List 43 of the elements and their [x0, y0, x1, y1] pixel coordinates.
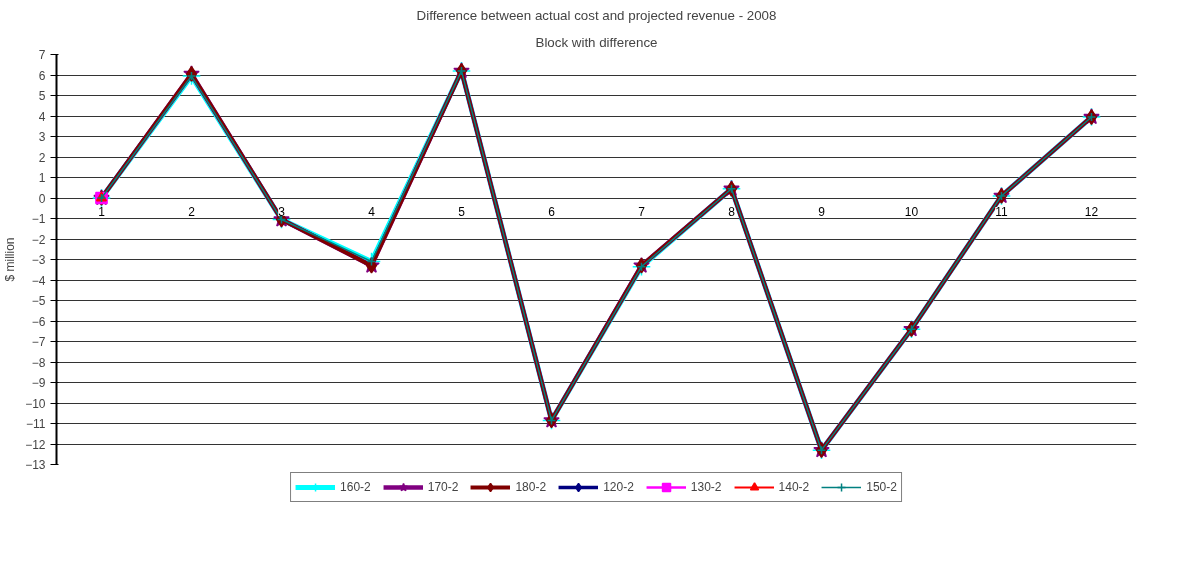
- y-tick-label: 1: [38, 171, 46, 185]
- x-tick-label: 2: [188, 205, 196, 219]
- x-tick-label: 1: [98, 205, 106, 219]
- y-tick-label: −1: [31, 212, 46, 226]
- y-tick-label: −10: [25, 396, 46, 411]
- legend-label: 120-2: [603, 480, 634, 494]
- legend-label: 130-2: [690, 480, 722, 494]
- y-tick-label: −2: [31, 232, 46, 247]
- y-tick-label: −5: [31, 294, 46, 308]
- y-tick-label: 2: [38, 150, 46, 165]
- y-tick-label: 7: [38, 48, 46, 62]
- x-tick-label: 12: [1084, 205, 1099, 219]
- y-tick-label: −7: [31, 335, 46, 349]
- x-tick-label: 4: [368, 205, 376, 219]
- x-tick-label: 8: [728, 205, 736, 219]
- legend-label: 170-2: [427, 480, 459, 494]
- y-tick-label: 3: [38, 130, 46, 144]
- chart-title: Difference between actual cost and projected revenue - 2008: [416, 7, 777, 23]
- y-tick-label: −3: [31, 253, 46, 267]
- legend-label: 150-2: [866, 480, 897, 494]
- y-tick-label: −11: [26, 417, 46, 431]
- y-tick-label: 0: [38, 191, 46, 206]
- legend-label: 160-2: [340, 480, 371, 494]
- y-tick-label: 6: [38, 68, 46, 83]
- legend-label: 180-2: [515, 480, 547, 494]
- x-tick-label: 11: [995, 205, 1009, 219]
- y-tick-label: 5: [38, 89, 46, 103]
- legend-label: 140-2: [778, 480, 810, 494]
- x-tick-label: 5: [458, 205, 466, 219]
- chart-subtitle: Block with difference: [535, 34, 658, 50]
- x-tick-label: 7: [638, 205, 646, 219]
- y-tick-label: −6: [31, 314, 46, 329]
- x-tick-label: 3: [278, 205, 286, 219]
- y-tick-label: −12: [25, 437, 46, 452]
- x-tick-label: 6: [548, 205, 556, 219]
- y-tick-label: −13: [25, 458, 46, 472]
- y-axis-title: $ million: [3, 237, 18, 282]
- x-tick-label: 10: [904, 205, 919, 219]
- y-tick-label: −8: [31, 355, 46, 370]
- y-tick-label: −4: [31, 273, 46, 288]
- y-tick-label: 4: [38, 109, 46, 124]
- y-tick-label: −9: [31, 376, 46, 390]
- x-tick-label: 9: [818, 205, 826, 219]
